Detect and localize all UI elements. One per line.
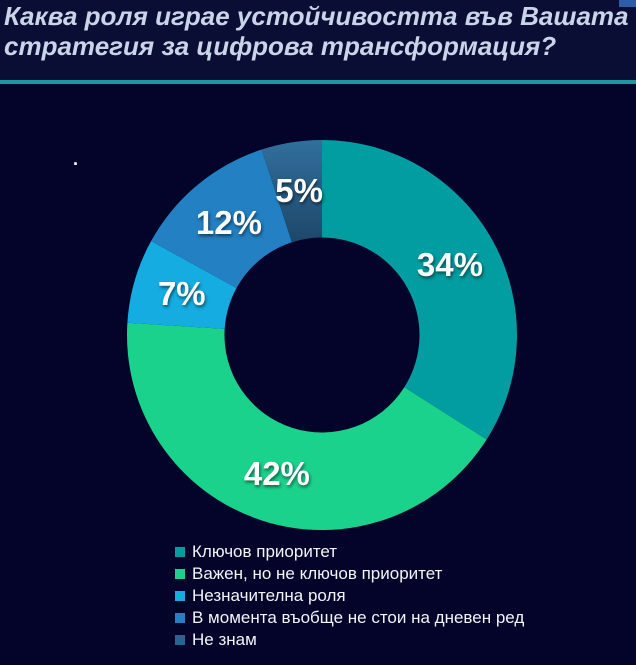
legend-swatch-icon	[175, 635, 185, 645]
donut-segment-5	[261, 140, 322, 243]
donut-segment-1	[322, 140, 517, 440]
legend-item: В момента въобще не стои на дневен ред	[175, 607, 524, 629]
legend-swatch-icon	[175, 613, 185, 623]
legend-item-label: Незначителна роля	[192, 586, 346, 605]
chart-legend: Ключов приоритет Важен, но не ключов прио…	[175, 541, 524, 651]
legend-item: Важен, но не ключов приоритет	[175, 563, 524, 585]
donut-segment-value-label: 5%	[275, 171, 324, 209]
donut-segment-4	[151, 149, 292, 289]
donut-segment-value-label: 12%	[195, 203, 262, 241]
legend-item: Ключов приоритет	[175, 541, 524, 563]
legend-item-label: Не знам	[192, 630, 257, 649]
donut-segment-value-label: 34%	[416, 245, 483, 283]
donut-segment-3	[127, 241, 237, 329]
legend-swatch-icon	[175, 547, 185, 557]
corner-accent-shape	[619, 0, 636, 7]
legend-item-label: Важен, но не ключов приоритет	[192, 564, 443, 583]
legend-item: Незначителна роля	[175, 585, 524, 607]
title-divider-line	[0, 80, 636, 84]
donut-segment-value-label: 7%	[157, 275, 206, 313]
legend-swatch-icon	[175, 569, 185, 579]
stray-dot: .	[73, 149, 79, 169]
page-title: Каква роля играе устойчивостта във Вашат…	[4, 1, 629, 62]
legend-swatch-icon	[175, 591, 185, 601]
title-band: Каква роля играе устойчивостта във Вашат…	[0, 0, 636, 80]
donut-segment-2	[126, 322, 487, 531]
legend-item-label: Ключов приоритет	[192, 542, 338, 561]
legend-item-label: В момента въобще не стои на дневен ред	[192, 608, 525, 627]
donut-segment-value-label: 42%	[243, 454, 310, 492]
legend-item: Не знам	[175, 629, 524, 651]
